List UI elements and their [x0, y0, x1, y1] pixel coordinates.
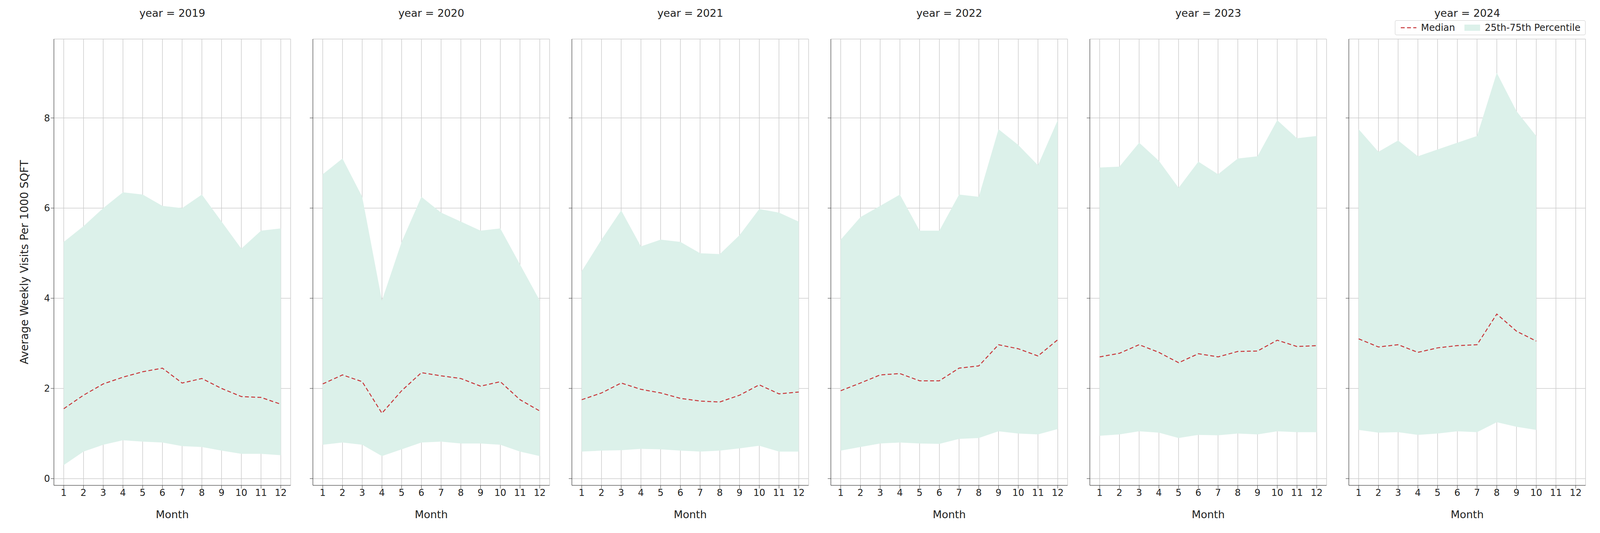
html-text:25th-75th Percentile: 25th-75th Percentile	[1484, 22, 1581, 34]
svg-text:2: 2	[1375, 487, 1382, 499]
svg-text:11: 11	[773, 487, 786, 499]
svg-text:3: 3	[1136, 487, 1143, 499]
svg-text:2: 2	[80, 487, 87, 499]
svg-text:7: 7	[697, 487, 704, 499]
svg-text:3: 3	[359, 487, 366, 499]
svg-text:9: 9	[218, 487, 225, 499]
svg-text:12: 12	[1569, 487, 1582, 499]
html-text:year = 2019: year = 2019	[139, 7, 206, 20]
svg-text:5: 5	[657, 487, 664, 499]
svg-text:Month: Month	[155, 508, 190, 521]
svg-text:11: 11	[255, 487, 268, 499]
svg-text:9: 9	[477, 487, 484, 499]
svg-text:9: 9	[736, 487, 743, 499]
html-text:year = 2022: year = 2022	[916, 7, 983, 20]
svg-text:2: 2	[1116, 487, 1123, 499]
svg-text:3: 3	[877, 487, 884, 499]
svg-text:7: 7	[1474, 487, 1481, 499]
svg-text:4: 4	[378, 487, 385, 499]
svg-text:1: 1	[319, 487, 326, 499]
svg-text:6: 6	[44, 202, 50, 214]
svg-text:5: 5	[916, 487, 923, 499]
svg-text:4: 4	[1414, 487, 1421, 499]
html-text:year = 2020: year = 2020	[398, 7, 465, 20]
svg-text:6: 6	[1195, 487, 1202, 499]
svg-text:11: 11	[514, 487, 527, 499]
svg-text:6: 6	[1454, 487, 1461, 499]
svg-text:8: 8	[975, 487, 982, 499]
svg-text:9: 9	[1513, 487, 1520, 499]
svg-text:1: 1	[578, 487, 585, 499]
svg-text:Average Weekly Visits Per 1000: Average Weekly Visits Per 1000 SQFT	[17, 159, 31, 365]
svg-text:4: 4	[896, 487, 903, 499]
svg-text:8: 8	[44, 112, 50, 124]
svg-text:2: 2	[339, 487, 346, 499]
svg-text:4: 4	[1155, 487, 1162, 499]
svg-text:8: 8	[457, 487, 464, 499]
svg-text:1: 1	[1096, 487, 1103, 499]
svg-text:6: 6	[677, 487, 684, 499]
svg-text:4: 4	[637, 487, 644, 499]
svg-text:5: 5	[398, 487, 405, 499]
svg-text:6: 6	[936, 487, 943, 499]
svg-text:7: 7	[438, 487, 445, 499]
html-text:Median: Median	[1420, 22, 1456, 34]
svg-text:8: 8	[716, 487, 723, 499]
svg-text:6: 6	[159, 487, 166, 499]
svg-text:10: 10	[235, 487, 248, 499]
svg-text:12: 12	[533, 487, 546, 499]
html-text:year = 2023: year = 2023	[1175, 7, 1242, 20]
svg-text:10: 10	[494, 487, 507, 499]
svg-text:Month: Month	[932, 508, 967, 521]
svg-text:3: 3	[1395, 487, 1402, 499]
svg-text:8: 8	[1234, 487, 1241, 499]
svg-text:Month: Month	[673, 508, 708, 521]
html-text:year = 2024: year = 2024	[1434, 7, 1501, 20]
svg-text:7: 7	[956, 487, 963, 499]
svg-text:2: 2	[44, 383, 50, 395]
svg-text:8: 8	[1493, 487, 1500, 499]
svg-text:2: 2	[857, 487, 864, 499]
svg-text:7: 7	[179, 487, 186, 499]
svg-text:4: 4	[44, 292, 50, 304]
svg-text:1: 1	[1355, 487, 1362, 499]
svg-text:1: 1	[60, 487, 67, 499]
svg-text:5: 5	[139, 487, 146, 499]
svg-text:0: 0	[44, 473, 50, 485]
svg-text:4: 4	[119, 487, 126, 499]
svg-text:10: 10	[1271, 487, 1284, 499]
svg-text:1: 1	[837, 487, 844, 499]
html-text:year = 2021: year = 2021	[657, 7, 724, 20]
svg-text:11: 11	[1291, 487, 1304, 499]
svg-text:Month: Month	[1450, 508, 1484, 521]
svg-text:7: 7	[1215, 487, 1222, 499]
svg-text:10: 10	[1012, 487, 1025, 499]
svg-text:6: 6	[418, 487, 425, 499]
svg-text:Month: Month	[414, 508, 449, 521]
svg-text:3: 3	[618, 487, 625, 499]
svg-text:10: 10	[753, 487, 766, 499]
svg-text:5: 5	[1434, 487, 1441, 499]
svg-text:12: 12	[792, 487, 805, 499]
svg-text:Month: Month	[1191, 508, 1225, 521]
svg-text:2: 2	[598, 487, 605, 499]
svg-text:11: 11	[1550, 487, 1563, 499]
svg-text:12: 12	[1310, 487, 1323, 499]
svg-text:9: 9	[995, 487, 1002, 499]
svg-text:11: 11	[1032, 487, 1045, 499]
svg-text:12: 12	[1051, 487, 1064, 499]
svg-text:9: 9	[1254, 487, 1261, 499]
svg-text:10: 10	[1530, 487, 1543, 499]
svg-text:8: 8	[198, 487, 205, 499]
svg-text:5: 5	[1175, 487, 1182, 499]
svg-text:3: 3	[100, 487, 107, 499]
svg-text:12: 12	[274, 487, 287, 499]
